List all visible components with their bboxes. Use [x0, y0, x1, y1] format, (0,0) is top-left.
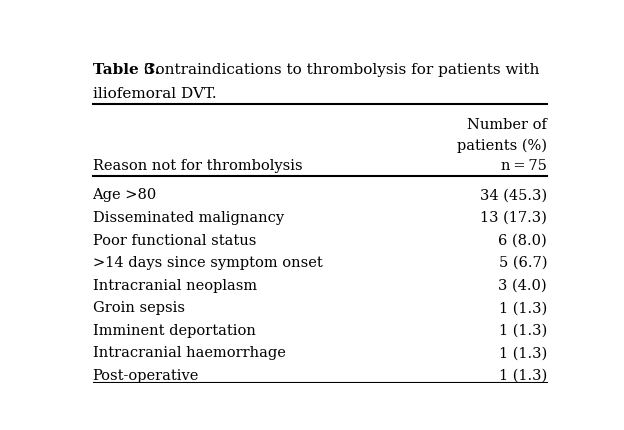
- Text: iliofemoral DVT.: iliofemoral DVT.: [92, 86, 216, 100]
- Text: Poor functional status: Poor functional status: [92, 233, 256, 247]
- Text: Number of: Number of: [467, 118, 547, 132]
- Text: 34 (45.3): 34 (45.3): [480, 188, 547, 202]
- Text: >14 days since symptom onset: >14 days since symptom onset: [92, 255, 322, 270]
- Text: 1 (1.3): 1 (1.3): [499, 323, 547, 337]
- Text: 5 (6.7): 5 (6.7): [499, 255, 547, 270]
- Text: Reason not for thrombolysis: Reason not for thrombolysis: [92, 159, 302, 173]
- Text: 13 (17.3): 13 (17.3): [480, 211, 547, 224]
- Text: Intracranial haemorrhage: Intracranial haemorrhage: [92, 346, 285, 359]
- Text: Imminent deportation: Imminent deportation: [92, 323, 255, 337]
- Text: Post-operative: Post-operative: [92, 368, 199, 382]
- Text: 1 (1.3): 1 (1.3): [499, 301, 547, 315]
- Text: Table 3.: Table 3.: [92, 63, 160, 77]
- Text: Contraindications to thrombolysis for patients with: Contraindications to thrombolysis for pa…: [139, 63, 540, 77]
- Text: 6 (8.0): 6 (8.0): [499, 233, 547, 247]
- Text: n = 75: n = 75: [501, 159, 547, 173]
- Text: 3 (4.0): 3 (4.0): [499, 278, 547, 292]
- Text: 1 (1.3): 1 (1.3): [499, 368, 547, 382]
- Text: Age >80: Age >80: [92, 188, 157, 202]
- Text: Intracranial neoplasm: Intracranial neoplasm: [92, 278, 256, 292]
- Text: Groin sepsis: Groin sepsis: [92, 301, 185, 315]
- Text: Disseminated malignancy: Disseminated malignancy: [92, 211, 284, 224]
- Text: patients (%): patients (%): [457, 138, 547, 153]
- Text: 1 (1.3): 1 (1.3): [499, 346, 547, 359]
